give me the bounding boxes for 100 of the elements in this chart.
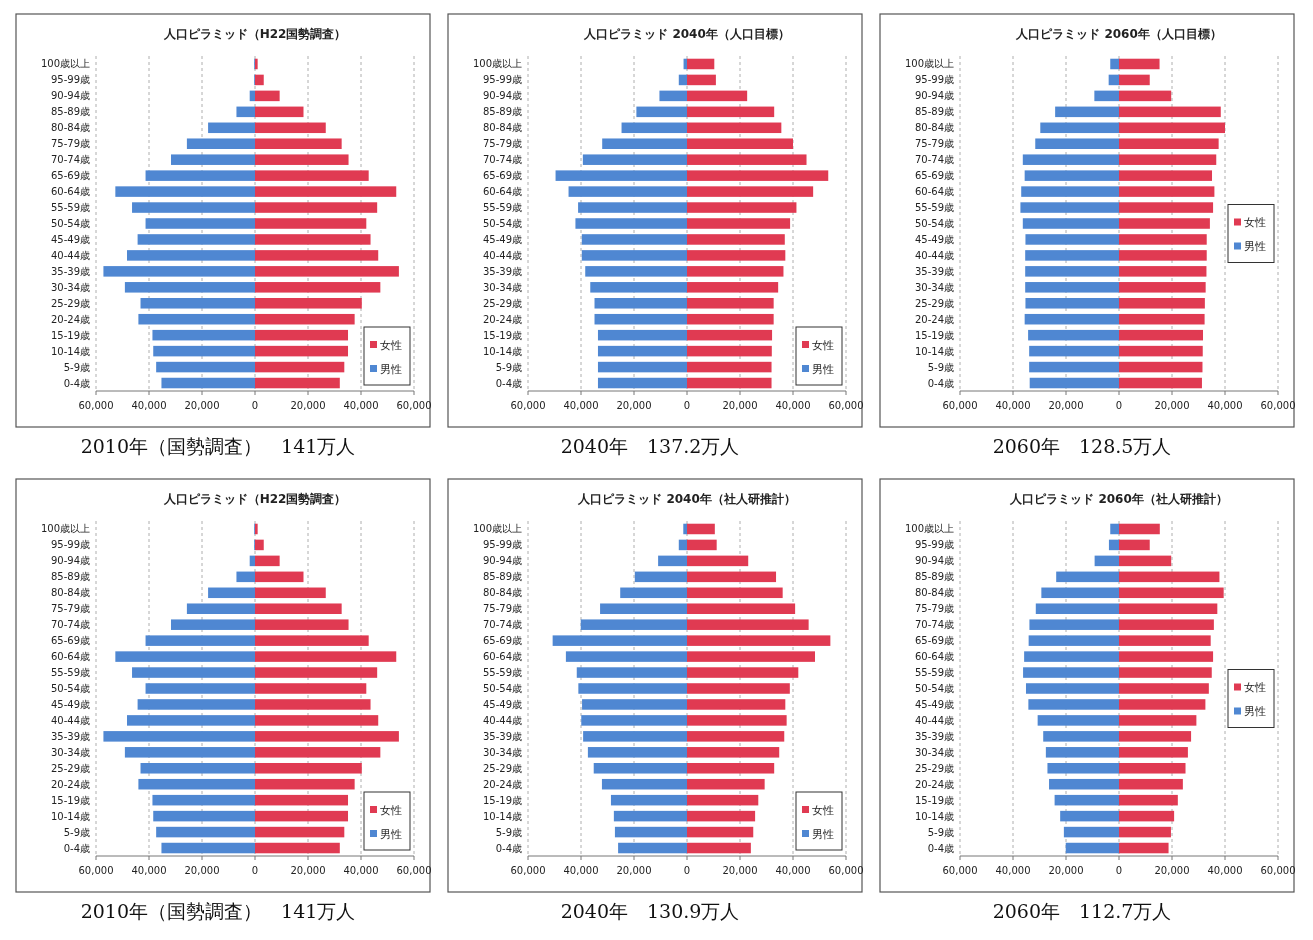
- bar: [152, 794, 255, 806]
- bar: [687, 826, 754, 838]
- y-tick-label: 65-69歳: [50, 170, 90, 182]
- bar: [255, 555, 280, 567]
- bar: [687, 587, 783, 599]
- bar: [687, 138, 793, 149]
- bar: [1025, 234, 1119, 245]
- y-tick-label: 60-64歳: [914, 186, 954, 198]
- bar: [687, 266, 784, 277]
- bar: [1119, 555, 1172, 567]
- x-tick-label: 60,000: [510, 865, 546, 876]
- bar: [127, 715, 255, 726]
- bar: [138, 313, 255, 325]
- y-tick-label: 75-79歳: [914, 138, 954, 150]
- bar: [255, 361, 345, 373]
- y-tick-label: 55-59歳: [914, 667, 954, 679]
- bar: [1119, 186, 1215, 197]
- y-tick-label: 20-24歳: [50, 313, 90, 325]
- y-tick-label: 35-39歳: [914, 730, 954, 742]
- y-tick-label: 40-44歳: [914, 249, 954, 261]
- bar: [610, 794, 687, 806]
- y-tick-label: 75-79歳: [50, 603, 90, 615]
- bar: [1119, 619, 1214, 630]
- y-tick-label: 55-59歳: [50, 202, 90, 214]
- y-tick-label: 95-99歳: [50, 74, 90, 86]
- bar: [687, 170, 829, 181]
- y-tick-label: 30-34歳: [50, 746, 90, 758]
- y-tick-label: 15-19歳: [482, 794, 522, 806]
- bar: [634, 571, 687, 583]
- y-tick-label: 90-94歳: [914, 555, 954, 567]
- x-tick-label: 0: [251, 400, 259, 411]
- bar: [255, 122, 326, 134]
- bar: [602, 138, 687, 149]
- bar: [1119, 635, 1211, 646]
- bar: [678, 539, 687, 551]
- bar: [587, 747, 687, 758]
- y-tick-label: 0-4歳: [63, 377, 90, 389]
- y-tick-label: 90-94歳: [482, 90, 522, 102]
- y-tick-label: 30-34歳: [914, 281, 954, 293]
- bar: [1119, 250, 1207, 261]
- y-tick-label: 50-54歳: [482, 218, 522, 229]
- bar: [255, 154, 349, 165]
- bar: [575, 218, 687, 229]
- bar: [255, 715, 379, 726]
- bar: [1119, 154, 1217, 165]
- bar: [582, 699, 687, 710]
- legend-label: 男性: [1244, 240, 1266, 254]
- bar: [1028, 635, 1119, 646]
- bar: [145, 218, 255, 229]
- bar: [255, 106, 304, 118]
- y-tick-label: 30-34歳: [482, 746, 522, 758]
- bar: [687, 329, 773, 341]
- bar: [156, 361, 255, 373]
- bar: [1025, 282, 1119, 293]
- y-tick-label: 70-74歳: [914, 619, 954, 631]
- y-tick-label: 30-34歳: [50, 281, 90, 293]
- bar: [1108, 74, 1119, 86]
- bar: [687, 377, 772, 389]
- bar: [208, 122, 255, 134]
- chart-title: 人口ピラミッド 2060年（社人研推計）: [1009, 492, 1228, 506]
- bar: [1049, 778, 1119, 790]
- bar: [124, 747, 255, 758]
- y-tick-label: 0-4歳: [63, 842, 90, 854]
- bar: [255, 250, 379, 261]
- text: 2060年 112.7万人: [992, 900, 1172, 922]
- bar: [1025, 266, 1119, 277]
- x-tick-label: 60,000: [1260, 400, 1296, 411]
- y-tick-label: 80-84歳: [914, 122, 954, 134]
- y-tick-label: 70-74歳: [914, 154, 954, 166]
- bar: [585, 266, 687, 277]
- bar: [687, 282, 779, 293]
- bar: [255, 345, 349, 357]
- y-tick-label: 35-39歳: [50, 265, 90, 277]
- bar: [687, 106, 775, 118]
- bar: [1119, 170, 1213, 181]
- y-tick-label: 25-29歳: [482, 297, 522, 309]
- y-tick-label: 50-54歳: [482, 683, 522, 694]
- y-tick-label: 35-39歳: [482, 730, 522, 742]
- chart-title: 人口ピラミッド 2040年（人口目標）: [583, 27, 790, 41]
- text: 2010年（国勢調査） 141万人: [80, 900, 356, 922]
- bar: [1041, 587, 1119, 599]
- bar: [255, 619, 349, 630]
- bar: [171, 154, 255, 165]
- bar: [1035, 138, 1119, 149]
- y-tick-label: 20-24歳: [50, 778, 90, 790]
- y-tick-label: 70-74歳: [50, 154, 90, 166]
- y-tick-label: 70-74歳: [50, 619, 90, 631]
- bar: [593, 763, 687, 774]
- bar: [1119, 266, 1207, 277]
- bar: [255, 731, 399, 742]
- y-tick-label: 40-44歳: [914, 714, 954, 726]
- y-tick-label: 10-14歳: [482, 810, 522, 822]
- x-tick-label: 60,000: [510, 400, 546, 411]
- legend-label: 男性: [380, 827, 402, 841]
- y-tick-label: 90-94歳: [50, 90, 90, 102]
- y-tick-label: 0-4歳: [495, 842, 522, 854]
- bar: [1119, 731, 1192, 742]
- y-tick-label: 100歳以上: [40, 523, 90, 535]
- bar: [1119, 778, 1183, 790]
- bar: [255, 587, 326, 599]
